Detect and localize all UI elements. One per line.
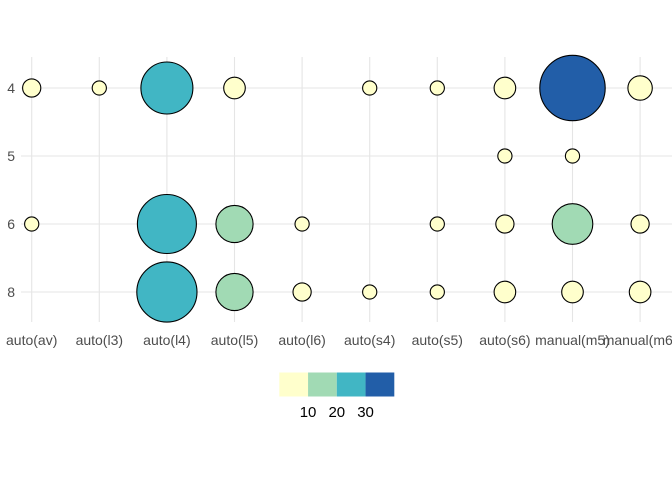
x-axis-tick-label: auto(s4) xyxy=(344,332,395,348)
legend-tick-label: 10 xyxy=(300,404,317,421)
legend-swatch xyxy=(279,372,309,397)
legend-swatch xyxy=(365,372,395,397)
x-axis-tick-label: manual(m6) xyxy=(603,332,672,348)
bubble xyxy=(292,282,312,302)
bubble xyxy=(140,61,194,115)
bubble xyxy=(429,80,445,96)
bubble xyxy=(429,216,445,232)
bubble xyxy=(429,284,445,300)
x-axis-tick-label: auto(l5) xyxy=(211,332,258,348)
y-axis-tick-label: 8 xyxy=(7,284,15,300)
bubble xyxy=(564,148,581,164)
y-axis-tick-label: 5 xyxy=(7,148,15,164)
bubble xyxy=(561,280,584,304)
legend-tick-label: 30 xyxy=(357,404,374,421)
x-axis-tick-label: auto(l6) xyxy=(278,332,325,348)
x-axis-tick-label: manual(m5) xyxy=(535,332,610,348)
legend-swatch xyxy=(308,372,337,397)
bubble xyxy=(91,80,107,96)
bubble xyxy=(551,203,594,245)
bubble xyxy=(136,261,198,323)
bubble xyxy=(223,76,246,100)
bubble xyxy=(627,75,653,101)
legend-swatch xyxy=(336,372,366,397)
x-axis-tick-label: auto(s6) xyxy=(479,332,530,348)
y-axis-tick-label: 6 xyxy=(7,216,15,232)
bubble xyxy=(539,54,606,122)
bubble xyxy=(215,204,254,244)
bubble xyxy=(495,214,515,234)
bubble xyxy=(628,280,652,304)
bubble xyxy=(136,193,197,255)
bubble xyxy=(22,78,42,98)
bubble xyxy=(362,284,378,300)
bubble xyxy=(294,216,310,232)
y-axis-tick-label: 4 xyxy=(7,80,15,96)
bubble xyxy=(24,216,40,232)
bubble xyxy=(493,280,517,304)
x-axis-tick-label: auto(s5) xyxy=(412,332,463,348)
legend-tick-label: 20 xyxy=(328,404,345,421)
bubble xyxy=(362,80,378,96)
bubble xyxy=(630,214,650,234)
x-axis-tick-label: auto(av) xyxy=(6,332,57,348)
bubble xyxy=(493,76,517,100)
x-axis-tick-label: auto(l3) xyxy=(76,332,123,348)
bubble xyxy=(215,272,254,312)
x-axis-tick-label: auto(l4) xyxy=(143,332,190,348)
bubble xyxy=(497,148,513,164)
